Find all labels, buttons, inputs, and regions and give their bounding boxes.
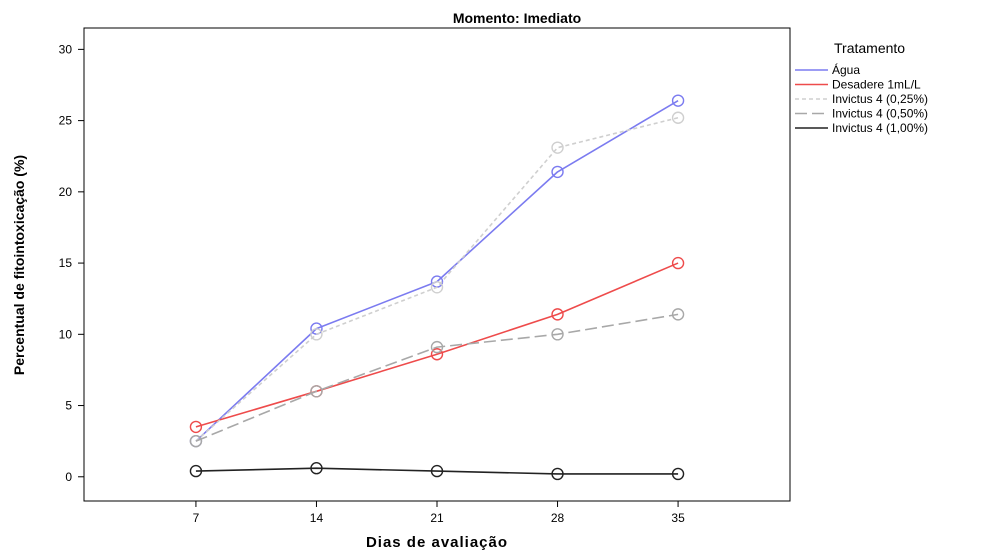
data-point <box>671 256 685 270</box>
series-line <box>195 116 679 442</box>
data-point <box>671 94 685 107</box>
legend-label: Invictus 4 (0,25%) <box>832 92 928 106</box>
x-axis-label: Dias de avaliação <box>366 534 508 551</box>
x-tick-label: 21 <box>430 511 444 525</box>
x-axis: 7 14 21 28 35 <box>193 501 685 525</box>
series-line <box>195 99 679 442</box>
data-point <box>551 308 564 321</box>
data-point <box>310 462 323 475</box>
data-point <box>551 328 564 341</box>
x-tick-label: 7 <box>193 511 200 525</box>
data-point <box>430 340 444 354</box>
chart-title: Momento: Imediato <box>453 10 581 26</box>
data-point <box>310 328 323 341</box>
legend-label: Invictus 4 (0,50%) <box>832 107 928 121</box>
data-point <box>430 464 444 478</box>
series-layer <box>189 94 685 481</box>
y-tick-label: 30 <box>59 42 73 56</box>
data-point <box>310 385 323 398</box>
y-axis: 0 5 10 15 20 25 30 <box>59 42 84 484</box>
data-point <box>551 141 564 154</box>
legend-title: Tratamento <box>834 40 905 56</box>
data-point <box>189 464 203 478</box>
data-point <box>671 467 685 481</box>
y-tick-label: 25 <box>59 114 73 128</box>
x-tick-label: 14 <box>310 511 324 525</box>
data-point <box>551 467 564 481</box>
series-group <box>189 111 685 448</box>
y-tick-label: 0 <box>65 470 72 484</box>
series-group <box>189 94 685 448</box>
data-point <box>430 348 444 361</box>
y-tick-label: 5 <box>65 399 72 413</box>
y-axis-label: Percentual de fitointoxicação (%) <box>11 155 27 375</box>
x-tick-label: 28 <box>551 511 565 525</box>
y-tick-label: 20 <box>59 185 73 199</box>
data-point <box>671 111 685 124</box>
x-tick-label: 35 <box>671 511 685 525</box>
legend-label: Água <box>832 62 860 77</box>
series-line <box>195 313 679 442</box>
y-tick-label: 15 <box>59 256 73 270</box>
data-point <box>189 434 203 448</box>
series-group <box>189 462 685 481</box>
series-group <box>189 256 685 434</box>
y-tick-label: 10 <box>59 327 73 341</box>
series-line <box>195 262 679 428</box>
legend-label: Desadere 1mL/L <box>832 78 921 92</box>
data-point <box>671 308 685 321</box>
legend-label: Invictus 4 (1,00%) <box>832 121 928 135</box>
data-point <box>430 281 444 294</box>
data-point <box>189 420 203 434</box>
series-group <box>189 308 685 448</box>
series-line <box>195 467 679 475</box>
data-point <box>551 165 564 179</box>
